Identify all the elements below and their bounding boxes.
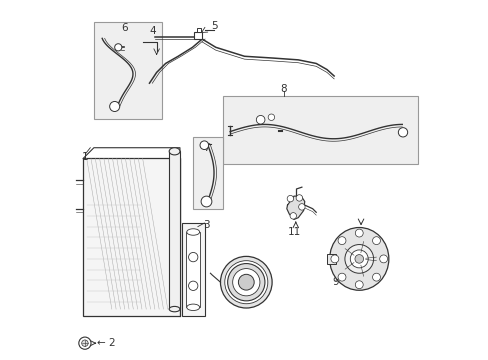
Bar — [94, 22, 162, 119]
Bar — [326, 253, 335, 264]
Circle shape — [355, 229, 363, 237]
Circle shape — [289, 213, 296, 219]
Ellipse shape — [169, 148, 180, 155]
Ellipse shape — [186, 229, 199, 235]
Circle shape — [232, 269, 260, 296]
Circle shape — [337, 273, 345, 281]
Circle shape — [201, 196, 211, 207]
Bar — [186, 232, 200, 307]
Circle shape — [79, 337, 91, 349]
Circle shape — [109, 102, 120, 112]
Bar — [223, 96, 418, 164]
Text: 7: 7 — [203, 143, 210, 153]
Circle shape — [200, 141, 208, 149]
Text: 3: 3 — [203, 220, 210, 230]
Circle shape — [296, 195, 302, 201]
Circle shape — [355, 281, 363, 289]
Circle shape — [344, 244, 373, 273]
Polygon shape — [286, 196, 304, 220]
Circle shape — [188, 281, 198, 291]
Circle shape — [398, 128, 407, 137]
Circle shape — [298, 204, 305, 210]
Text: 5: 5 — [210, 21, 217, 31]
Bar — [192, 137, 223, 209]
Bar — [83, 158, 180, 316]
Circle shape — [224, 261, 267, 304]
Bar — [194, 32, 202, 39]
Circle shape — [238, 274, 254, 290]
Text: 10: 10 — [234, 281, 247, 291]
Circle shape — [286, 195, 293, 202]
Circle shape — [81, 340, 88, 346]
Ellipse shape — [169, 306, 180, 312]
Circle shape — [227, 264, 264, 301]
Text: 9: 9 — [332, 277, 339, 287]
Circle shape — [256, 116, 264, 124]
Circle shape — [188, 252, 198, 262]
Circle shape — [115, 44, 122, 51]
Text: ← 2: ← 2 — [97, 338, 116, 348]
Text: 1: 1 — [81, 152, 88, 162]
Bar — [169, 151, 180, 309]
Circle shape — [372, 273, 380, 281]
Circle shape — [349, 250, 367, 268]
Text: 8: 8 — [280, 84, 286, 94]
Text: 11: 11 — [287, 227, 301, 237]
Bar — [182, 223, 204, 316]
Circle shape — [330, 255, 338, 263]
Circle shape — [354, 255, 363, 263]
Ellipse shape — [329, 228, 388, 290]
Circle shape — [220, 256, 271, 308]
Circle shape — [337, 237, 345, 244]
Ellipse shape — [186, 304, 199, 311]
Text: 6: 6 — [121, 23, 127, 33]
Circle shape — [372, 237, 380, 244]
Text: 4: 4 — [149, 26, 156, 36]
Circle shape — [379, 255, 387, 263]
Circle shape — [267, 114, 274, 121]
Bar — [197, 28, 201, 32]
